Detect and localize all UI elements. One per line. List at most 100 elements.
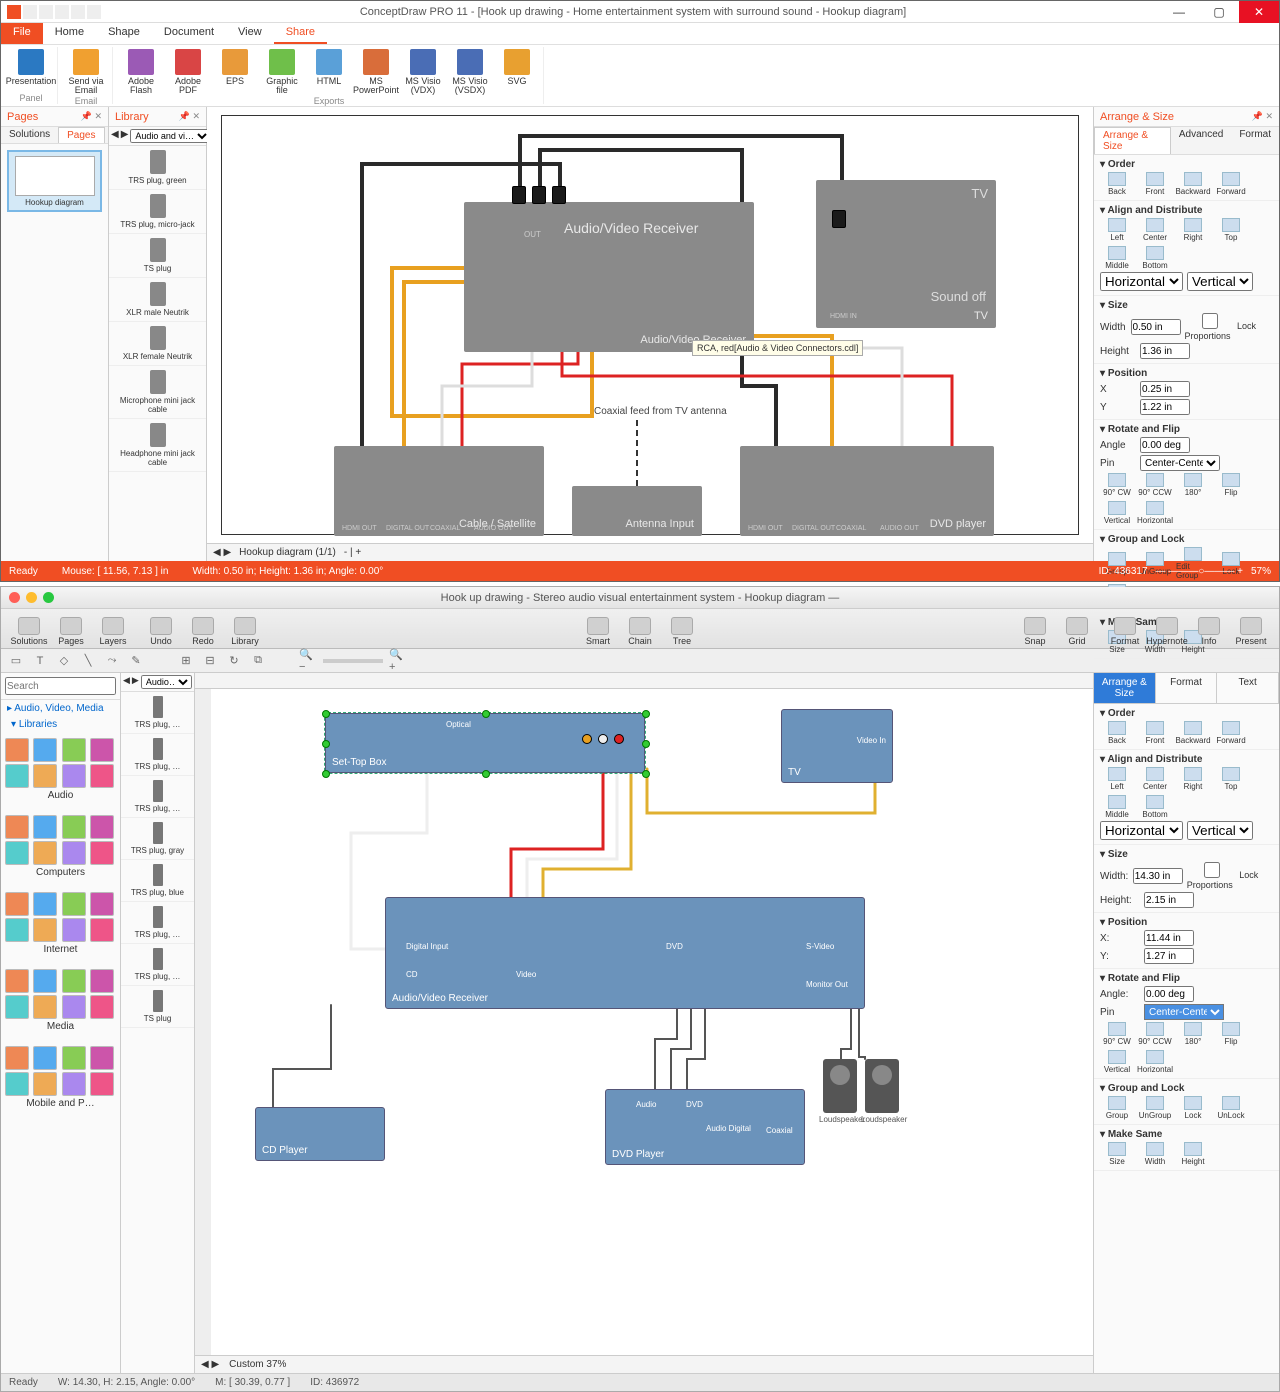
library-item[interactable]: TRS plug, gray [121,818,194,860]
solutions-btn[interactable]: Solutions [9,617,49,646]
send-email-button[interactable]: Send via Email [64,49,108,95]
y-input[interactable] [1144,948,1194,964]
flip[interactable]: Flip [1214,1022,1248,1046]
qat-icon[interactable] [71,5,85,19]
qat-icon[interactable] [23,5,37,19]
layers-btn[interactable]: Layers [93,617,133,646]
flip-v[interactable]: Vertical [1100,501,1134,525]
flip-v[interactable]: Vertical [1100,1050,1134,1074]
tool-text[interactable]: T [31,652,49,670]
diagram-canvas[interactable]: Set-Top BoxOpticalTVVideo InAudio/Video … [211,689,1093,1355]
home-tab[interactable]: Home [43,23,96,44]
smart-btn[interactable]: Smart [578,617,618,646]
tool-select[interactable]: ▭ [7,652,25,670]
library-item[interactable]: TRS plug, blue [121,860,194,902]
redo-btn[interactable]: Redo [183,617,223,646]
height-input[interactable] [1140,343,1190,359]
visio-vdx-button[interactable]: MS Visio (VDX) [401,49,445,95]
undo-btn[interactable]: Undo [141,617,181,646]
order-backward[interactable]: Backward [1176,172,1210,196]
pin-select[interactable]: Center-Center [1144,1004,1224,1020]
qat-icon[interactable] [87,5,101,19]
chain-btn[interactable]: Chain [620,617,660,646]
page-thumbnail[interactable]: Hookup diagram [7,150,102,212]
arrange-tab[interactable]: Arrange & Size [1094,673,1156,703]
ppt-button[interactable]: MS PowerPoint [354,49,398,95]
file-tab[interactable]: File [1,23,43,44]
tool-pen[interactable]: ✎ [127,652,145,670]
x-input[interactable] [1140,381,1190,397]
info-btn[interactable]: Info [1189,617,1229,646]
device[interactable]: Audio/Video ReceiverAudio/Video Receiver… [464,202,754,352]
tree-btn[interactable]: Tree [662,617,702,646]
device[interactable]: Set-Top BoxOptical [325,713,645,773]
library-item[interactable]: TRS plug, … [121,902,194,944]
order-forward[interactable]: Forward [1214,721,1248,745]
canvas-nav[interactable]: ◀ ▶ [213,547,231,558]
format-tab[interactable]: Format [1231,127,1279,154]
library-item[interactable]: TRS plug, green [109,146,206,190]
align-left[interactable]: Left [1100,218,1134,242]
grid-btn[interactable]: Grid [1057,617,1097,646]
align-center[interactable]: Center [1138,218,1172,242]
library-item[interactable]: TRS plug, … [121,734,194,776]
pdf-button[interactable]: Adobe PDF [166,49,210,95]
lock-proportions[interactable] [1185,313,1235,329]
lib-nav-back[interactable]: ◀ [111,129,119,143]
qat-icon[interactable] [7,5,21,19]
maximize-button[interactable]: ▢ [1199,1,1239,23]
tool-align[interactable]: ⊞ [177,652,195,670]
order-front[interactable]: Front [1138,172,1172,196]
zoom-dropdown[interactable]: Custom 37% [229,1359,286,1370]
group-btn[interactable]: Group [1100,1096,1134,1120]
same-size[interactable]: Size [1100,1142,1134,1166]
rotate-180[interactable]: 180° [1176,1022,1210,1046]
library-item[interactable]: XLR female Neutrik [109,322,206,366]
graphic-button[interactable]: Graphic file [260,49,304,95]
library-item[interactable]: XLR male Neutrik [109,278,206,322]
arrange-tab[interactable]: Arrange & Size [1094,127,1171,154]
text-tab[interactable]: Text [1217,673,1279,703]
panel-controls[interactable]: 📌 ✕ [179,111,200,122]
order-backward[interactable]: Backward [1176,721,1210,745]
align-bottom[interactable]: Bottom [1138,795,1172,819]
library-item[interactable]: Headphone mini jack cable [109,419,206,472]
snap-btn[interactable]: Snap [1015,617,1055,646]
library-item[interactable]: TRS plug, micro-jack [109,190,206,234]
qat-icon[interactable] [39,5,53,19]
lib-nav-fwd[interactable]: ▶ [121,129,129,143]
loudspeaker[interactable] [823,1059,857,1113]
category[interactable]: Computers [1,809,120,886]
rotate-180[interactable]: 180° [1176,473,1210,497]
rotate-ccw[interactable]: 90° CCW [1138,1022,1172,1046]
share-tab[interactable]: Share [274,23,327,44]
unlock-btn[interactable]: UnLock [1214,1096,1248,1120]
page-nav[interactable]: ◀ ▶ [201,1359,219,1370]
tree-root[interactable]: ▸ Audio, Video, Media [1,700,120,717]
align-left[interactable]: Left [1100,767,1134,791]
shape-tab[interactable]: Shape [96,23,152,44]
tool-line[interactable]: ╲ [79,652,97,670]
device[interactable]: CD Player [255,1107,385,1161]
device[interactable]: Antenna Input [572,486,702,536]
library-item[interactable]: TS plug [121,986,194,1028]
page-indicator[interactable]: Hookup diagram (1/1) [239,547,336,558]
pages-subtab[interactable]: Pages [58,127,104,143]
distribute-h[interactable]: Horizontal [1100,821,1183,840]
library-item[interactable]: TRS plug, … [121,776,194,818]
distribute-h[interactable]: Horizontal [1100,272,1183,291]
flip-h[interactable]: Horizontal [1138,501,1172,525]
lock-btn[interactable]: Lock [1176,1096,1210,1120]
order-back[interactable]: Back [1100,172,1134,196]
order-forward[interactable]: Forward [1214,172,1248,196]
ungroup-btn[interactable]: UnGroup [1138,1096,1172,1120]
present-btn[interactable]: Present [1231,617,1271,646]
distribute-v[interactable]: Vertical [1187,272,1253,291]
flip[interactable]: Flip [1214,473,1248,497]
format-tab[interactable]: Format [1156,673,1218,703]
distribute-v[interactable]: Vertical [1187,821,1253,840]
align-right[interactable]: Right [1176,218,1210,242]
rotate-cw[interactable]: 90° CW [1100,1022,1134,1046]
eps-button[interactable]: EPS [213,49,257,86]
device[interactable]: DVD PlayerAudioDVDAudio DigitalCoaxial [605,1089,805,1165]
